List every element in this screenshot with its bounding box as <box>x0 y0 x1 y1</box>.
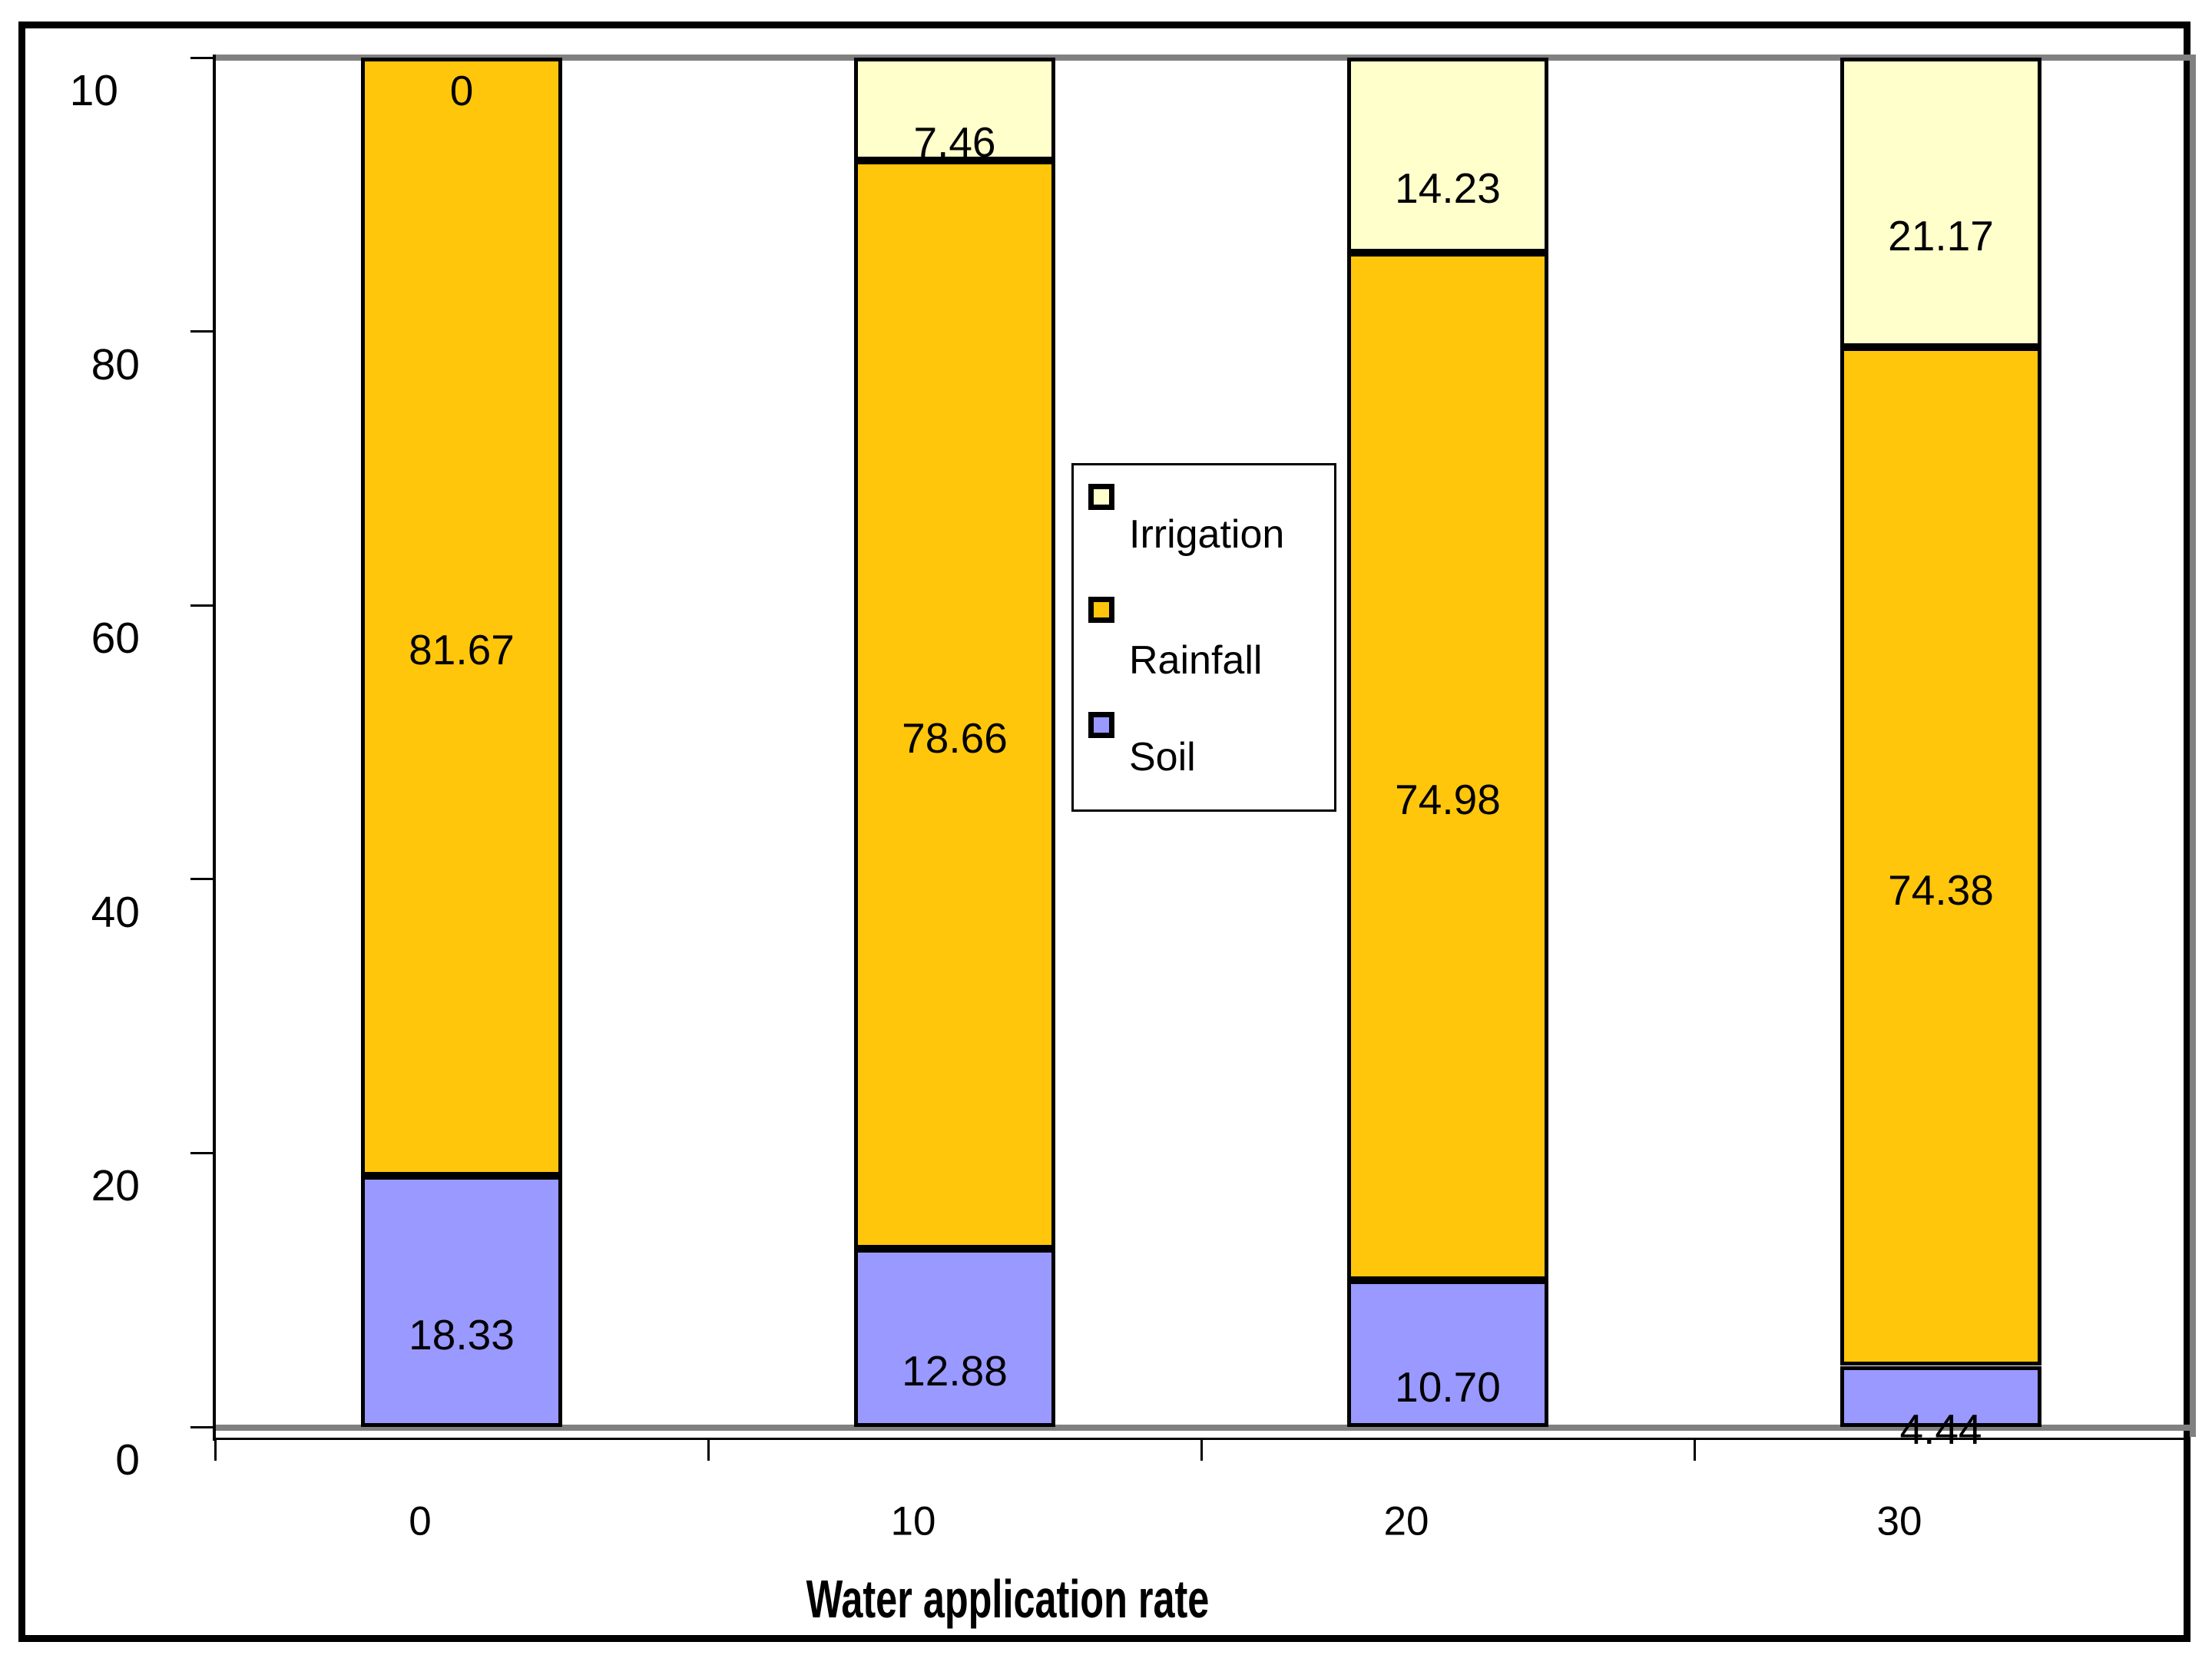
bar-value-label: 12.88 <box>902 1347 1008 1395</box>
bar-segment-soil <box>1347 1280 1548 1427</box>
bar-value-label: 78.66 <box>902 714 1008 762</box>
x-axis-title: Water application rate <box>806 1569 1210 1629</box>
bar-value-label: 81.67 <box>409 626 515 674</box>
legend-swatch-rainfall-icon <box>1088 597 1114 623</box>
x-axis-tick <box>1694 1438 1696 1461</box>
y-axis-tick <box>190 878 215 880</box>
bar-value-label: 14.23 <box>1395 164 1501 212</box>
y-axis-tick <box>190 1426 215 1428</box>
x-tick-label: 0 <box>409 1498 432 1544</box>
legend <box>1071 463 1336 812</box>
x-axis-tick <box>1200 1438 1203 1461</box>
bar-segment-rainfall <box>1347 253 1548 1280</box>
legend-label-irrigation: Irrigation <box>1129 512 1285 557</box>
legend-label-soil: Soil <box>1129 735 1196 780</box>
bar-segment-irrigation <box>1347 58 1548 253</box>
bar-segment-rainfall <box>854 161 1055 1249</box>
bar-value-label: 74.38 <box>1888 866 1994 914</box>
y-tick-label: 80 <box>91 340 140 389</box>
bar-segment-soil <box>1840 1366 2041 1427</box>
y-axis-line <box>213 55 216 1441</box>
bar-value-label: 7.46 <box>913 118 996 166</box>
x-tick-label: 30 <box>1876 1498 1922 1544</box>
bar-value-label: 74.98 <box>1395 776 1501 823</box>
legend-swatch-irrigation-icon <box>1088 484 1114 510</box>
plot-top-border <box>215 55 2195 61</box>
y-tick-label: 10 <box>69 66 118 115</box>
bar-segment-irrigation <box>854 58 1055 161</box>
y-tick-label: 40 <box>91 888 140 937</box>
bar-value-label: 10.70 <box>1395 1363 1501 1411</box>
bar-value-label: 18.33 <box>409 1311 515 1359</box>
x-axis-tick <box>2187 1438 2189 1461</box>
plot-right-border <box>2190 55 2196 1437</box>
x-axis-tick <box>707 1438 710 1461</box>
y-axis-tick <box>190 604 215 607</box>
bar-value-label: 0 <box>449 67 474 114</box>
x-tick-label: 10 <box>890 1498 936 1544</box>
bar-segment-rainfall <box>1840 347 2041 1365</box>
plot-bottom-border <box>215 1425 2195 1431</box>
bar-segment-soil <box>361 1176 562 1427</box>
bar-value-label: 21.17 <box>1888 212 1994 260</box>
y-axis-tick <box>190 330 215 333</box>
bar-segment-soil <box>854 1249 1055 1427</box>
bar-value-label: 4.44 <box>1899 1405 1982 1453</box>
legend-swatch-soil-icon <box>1088 712 1114 738</box>
bar-segment-rainfall <box>361 58 562 1176</box>
y-axis-tick <box>190 57 215 59</box>
x-axis-tick <box>214 1438 217 1461</box>
y-tick-label: 60 <box>91 614 140 663</box>
chart-outer-border <box>18 22 2190 1642</box>
y-axis-tick <box>190 1152 215 1154</box>
legend-label-rainfall: Rainfall <box>1129 638 1263 683</box>
bar-segment-irrigation <box>1840 58 2041 347</box>
y-tick-label: 20 <box>91 1161 140 1210</box>
x-tick-label: 20 <box>1383 1498 1429 1544</box>
y-tick-label: 0 <box>115 1435 140 1485</box>
